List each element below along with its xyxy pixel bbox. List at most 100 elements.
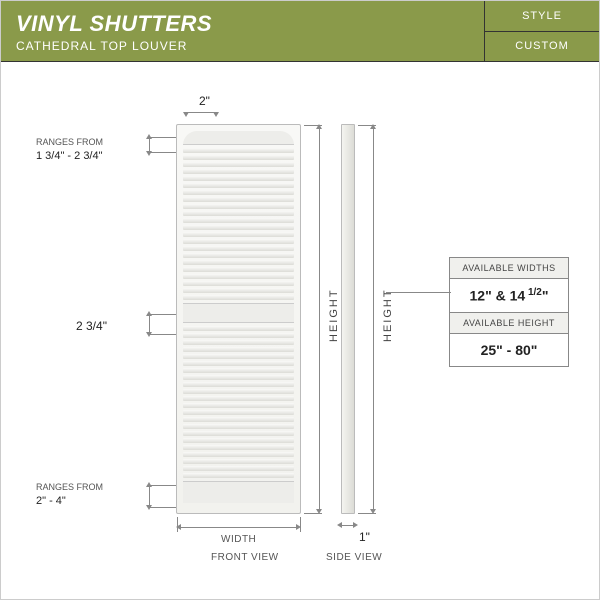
ext-line bbox=[304, 513, 322, 514]
bottom-rail bbox=[183, 481, 294, 503]
louver-section-bottom bbox=[183, 323, 294, 481]
side-depth: 1" bbox=[359, 530, 370, 546]
ext-line bbox=[358, 513, 376, 514]
louver bbox=[183, 260, 294, 265]
louver bbox=[183, 396, 294, 401]
ext-line bbox=[149, 152, 176, 153]
range-value: 1 3/4" - 2 3/4" bbox=[36, 150, 103, 162]
dim-line bbox=[149, 485, 150, 507]
available-height-box: AVAILABLE HEIGHT 25" - 80" bbox=[449, 313, 569, 367]
dim-line bbox=[186, 112, 216, 113]
louver bbox=[183, 382, 294, 387]
range-label: RANGES FROM bbox=[36, 482, 103, 492]
louver bbox=[183, 218, 294, 223]
ext-line bbox=[300, 517, 301, 532]
ext-line bbox=[149, 137, 176, 138]
arrow-icon bbox=[337, 522, 342, 528]
ext-line bbox=[177, 517, 178, 532]
louver bbox=[183, 466, 294, 471]
louver bbox=[183, 267, 294, 272]
top-range-callout: RANGES FROM 1 3/4" - 2 3/4" bbox=[36, 137, 103, 163]
header: VINYL SHUTTERS CATHEDRAL TOP LOUVER STYL… bbox=[1, 1, 599, 62]
content: 2" RANGES FROM 1 3/4" - 2 3/4" 2 3/4" RA… bbox=[1, 62, 599, 600]
arrow-icon bbox=[353, 522, 358, 528]
louver bbox=[183, 333, 294, 338]
louver bbox=[183, 368, 294, 373]
header-side: STYLE CUSTOM bbox=[484, 1, 599, 61]
louver bbox=[183, 190, 294, 195]
louver bbox=[183, 403, 294, 408]
louver bbox=[183, 417, 294, 422]
availability: AVAILABLE WIDTHS 12" & 14 1/2" AVAILABLE… bbox=[449, 257, 569, 367]
louver bbox=[183, 295, 294, 300]
height-label2: HEIGHT bbox=[382, 288, 394, 342]
louver bbox=[183, 375, 294, 380]
arrow-icon bbox=[183, 112, 189, 117]
louver bbox=[183, 389, 294, 394]
available-widths-box: AVAILABLE WIDTHS 12" & 14 1/2" bbox=[449, 257, 569, 313]
shutter-body bbox=[176, 124, 301, 514]
louver bbox=[183, 459, 294, 464]
louver bbox=[183, 281, 294, 286]
width-dim-line bbox=[179, 527, 298, 528]
side-body bbox=[341, 124, 355, 514]
louver bbox=[183, 438, 294, 443]
louver bbox=[183, 424, 294, 429]
louver bbox=[183, 361, 294, 366]
louver bbox=[183, 211, 294, 216]
ext-line bbox=[149, 334, 176, 335]
style-label: STYLE bbox=[484, 1, 599, 32]
spec-sheet: VINYL SHUTTERS CATHEDRAL TOP LOUVER STYL… bbox=[0, 0, 600, 600]
lead-line bbox=[386, 292, 451, 293]
louver bbox=[183, 445, 294, 450]
louver bbox=[183, 232, 294, 237]
louver bbox=[183, 148, 294, 153]
available-height-value: 25" - 80" bbox=[450, 334, 568, 366]
louver bbox=[183, 253, 294, 258]
louver bbox=[183, 155, 294, 160]
ext-line bbox=[149, 314, 176, 315]
ext-line bbox=[149, 485, 176, 486]
louver bbox=[183, 225, 294, 230]
louver bbox=[183, 239, 294, 244]
height-dim-line bbox=[319, 127, 320, 511]
shutter-side bbox=[341, 124, 355, 514]
shutter-front bbox=[176, 124, 301, 514]
range-label: RANGES FROM bbox=[36, 137, 103, 147]
available-height-label: AVAILABLE HEIGHT bbox=[450, 313, 568, 334]
louver bbox=[183, 340, 294, 345]
louver-section-top bbox=[183, 145, 294, 303]
louver bbox=[183, 183, 294, 188]
range-value: 2" - 4" bbox=[36, 495, 66, 507]
louver bbox=[183, 354, 294, 359]
product-subtitle: CATHEDRAL TOP LOUVER bbox=[16, 39, 469, 53]
louver bbox=[183, 162, 294, 167]
louver bbox=[183, 326, 294, 331]
louver bbox=[183, 204, 294, 209]
side-view-label: SIDE VIEW bbox=[326, 552, 382, 563]
available-widths-label: AVAILABLE WIDTHS bbox=[450, 258, 568, 279]
louver bbox=[183, 246, 294, 251]
louver bbox=[183, 274, 294, 279]
louver bbox=[183, 452, 294, 457]
louver bbox=[183, 347, 294, 352]
louver bbox=[183, 169, 294, 174]
available-widths-value: 12" & 14 1/2" bbox=[450, 279, 568, 312]
ext-line bbox=[358, 125, 376, 126]
ext-line bbox=[149, 507, 176, 508]
louver bbox=[183, 288, 294, 293]
ext-line bbox=[304, 125, 322, 126]
mid-rail bbox=[183, 303, 294, 323]
custom-label: CUSTOM bbox=[484, 32, 599, 62]
front-view-label: FRONT VIEW bbox=[211, 552, 279, 563]
bot-range-callout: RANGES FROM 2" - 4" bbox=[36, 482, 103, 508]
louver bbox=[183, 473, 294, 478]
top-rail-dim: 2" bbox=[199, 94, 210, 110]
louver bbox=[183, 431, 294, 436]
louver bbox=[183, 410, 294, 415]
width-label: WIDTH bbox=[221, 534, 256, 545]
dim-line bbox=[149, 314, 150, 334]
arrow-icon bbox=[213, 112, 219, 117]
product-title: VINYL SHUTTERS bbox=[16, 11, 469, 37]
height-label: HEIGHT bbox=[328, 288, 340, 342]
